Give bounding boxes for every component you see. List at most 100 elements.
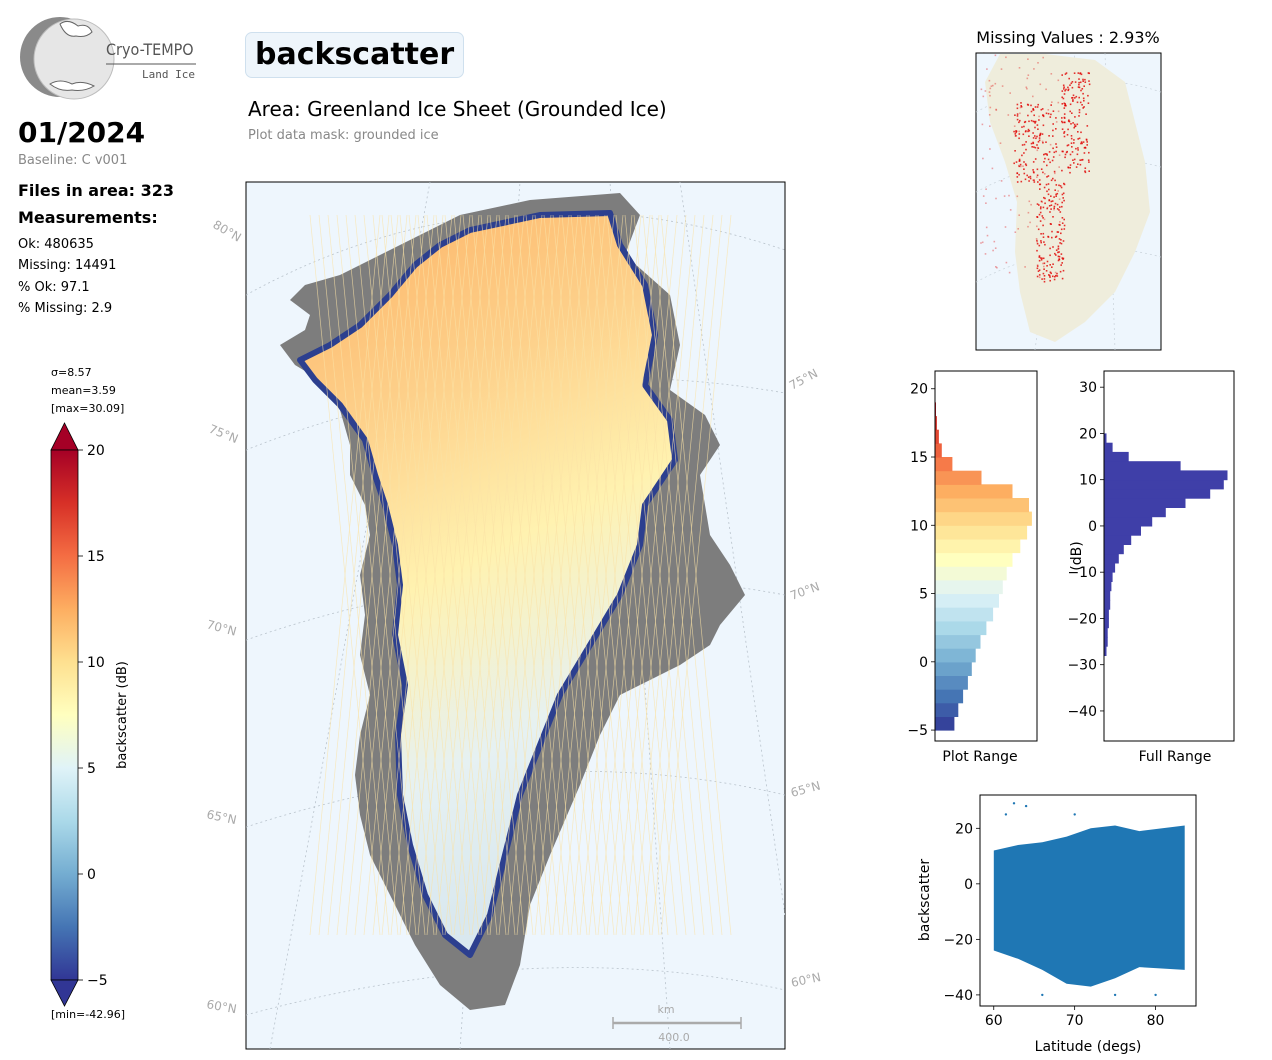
missing-point: [1061, 120, 1063, 123]
satellite-track: [570, 214, 642, 936]
missing-point: [1071, 97, 1074, 99]
missing-point: [1039, 220, 1042, 222]
missing-point: [1087, 94, 1089, 97]
missing-point: [1050, 204, 1053, 206]
missing-point: [1070, 135, 1073, 137]
missing-point: [1015, 135, 1017, 137]
colorbar-gradient: [50, 449, 79, 981]
missing-point: [1019, 106, 1022, 109]
missing-point: [1035, 238, 1038, 240]
missing-point: [1078, 83, 1080, 86]
missing-point: [1008, 194, 1010, 197]
missing-point: [1061, 128, 1064, 130]
missing-point: [1050, 73, 1053, 75]
missing-point: [989, 148, 991, 150]
missing-point: [1000, 180, 1003, 182]
missing-point: [1038, 183, 1041, 186]
missing-point: [1052, 123, 1054, 125]
missing-point: [1072, 159, 1074, 161]
missing-point: [1079, 163, 1082, 166]
missing-point: [984, 253, 987, 255]
missing-point: [1028, 200, 1031, 203]
satellite-track: [543, 214, 615, 936]
missing-point: [1069, 166, 1071, 169]
missing-point: [1038, 119, 1040, 121]
histogram-bar: [935, 634, 981, 649]
missing-point: [1054, 172, 1056, 175]
missing-point: [1043, 153, 1045, 156]
missing-point: [1079, 159, 1081, 161]
logo-name: Cryo-TEMPO: [106, 40, 194, 59]
missing-point: [1050, 104, 1052, 106]
missing-point: [1022, 165, 1024, 167]
missing-point: [1060, 264, 1062, 266]
missing-point: [1074, 125, 1076, 128]
missing-point: [1045, 112, 1048, 115]
missing-point: [1033, 179, 1035, 181]
missing-point: [1073, 72, 1076, 74]
missing-point: [1052, 263, 1054, 265]
missing-point: [1053, 196, 1055, 198]
histogram-bar: [935, 457, 953, 472]
missing-point: [1059, 224, 1061, 226]
satellite-track: [345, 214, 417, 936]
missing-point: [1042, 206, 1045, 209]
missing-point: [1062, 150, 1064, 153]
missing-point: [1043, 280, 1046, 283]
pct-missing: % Missing: 2.9: [18, 301, 113, 316]
missing-point: [1082, 141, 1085, 143]
lat-label-right: 70°N: [788, 579, 821, 603]
missing-point: [1055, 121, 1058, 123]
colorbar-mean: mean=3.59: [51, 384, 116, 397]
colorbar-tick-label: 0: [87, 867, 96, 883]
missing-point: [1015, 131, 1017, 134]
missing-point: [1061, 169, 1063, 172]
histogram-tick-label: 0: [1088, 519, 1097, 535]
missing-point: [1058, 209, 1060, 211]
missing-point: [1042, 232, 1045, 235]
colorbar-tick-label: 10: [87, 655, 105, 671]
logo-ice-shape: [59, 20, 93, 37]
missing-point: [1034, 146, 1037, 149]
missing-point: [1037, 62, 1039, 64]
missing-point: [1040, 206, 1042, 208]
satellite-track: [318, 214, 390, 936]
missing-point: [1080, 131, 1082, 134]
missing-point: [985, 188, 987, 190]
histogram-bar: [935, 579, 1003, 595]
missing-point: [1062, 192, 1065, 195]
histogram-bar: [1104, 572, 1113, 582]
missing-point: [1038, 137, 1041, 139]
missing-point: [1046, 176, 1048, 178]
satellite-track: [363, 214, 435, 936]
missing-point: [1055, 146, 1058, 148]
missing-point: [1031, 146, 1033, 148]
missing-point: [1013, 162, 1015, 165]
missing-map-title: Missing Values : 2.93%: [976, 28, 1160, 47]
missing-point: [1015, 161, 1018, 163]
colorbar-max-arrow: [50, 422, 79, 451]
missing-point: [1032, 169, 1034, 171]
missing-point: [1048, 188, 1050, 191]
missing-point: [1084, 78, 1086, 81]
missing-point: [1043, 196, 1045, 199]
missing-point: [1084, 167, 1087, 169]
date-label: 01/2024: [18, 116, 146, 149]
missing-point: [1060, 253, 1063, 255]
missing-point: [986, 234, 989, 237]
missing-point: [1047, 175, 1050, 177]
missing-point: [1003, 195, 1006, 197]
histogram-bar: [935, 443, 942, 458]
missing-point: [1038, 139, 1041, 142]
histogram-tick-label: 30: [1079, 380, 1097, 396]
missing-point: [1018, 67, 1021, 69]
missing-point: [1045, 141, 1047, 143]
missing-point: [1056, 275, 1059, 277]
missing-point: [1057, 79, 1060, 82]
missing-point: [1071, 97, 1073, 99]
missing-point: [1055, 274, 1057, 277]
missing-point: [1018, 158, 1021, 161]
missing-point: [1036, 216, 1038, 218]
satellite-track: [444, 214, 516, 936]
missing-point: [1030, 203, 1032, 206]
